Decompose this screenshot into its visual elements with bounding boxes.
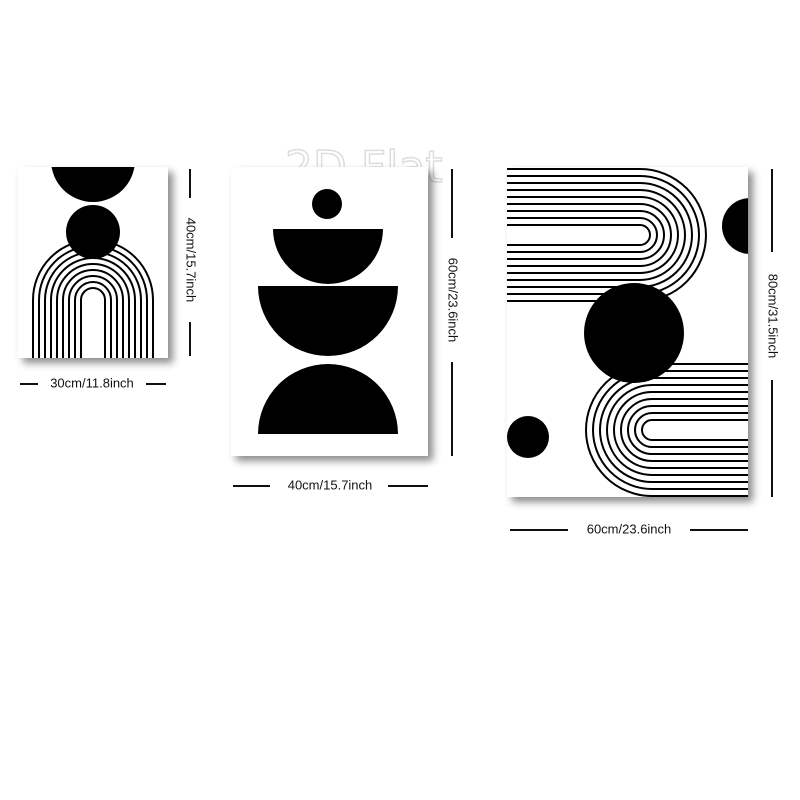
arch-line <box>606 384 748 476</box>
arch-line <box>507 196 679 274</box>
arch-line <box>80 287 106 358</box>
arch-line <box>38 245 148 358</box>
arch-line <box>507 189 686 281</box>
arch-line <box>627 405 748 455</box>
width-label: 60cm/23.6inch <box>587 521 672 536</box>
circle <box>584 283 684 383</box>
arch-line <box>74 281 112 358</box>
arch-line <box>32 239 154 358</box>
arch-line <box>50 257 136 358</box>
arch-line <box>507 224 651 246</box>
poster-art <box>507 168 748 497</box>
dimension-width: 30cm/11.8inch 40cm/15.7inch 60cm/23.6inc… <box>20 375 748 536</box>
height-label: 60cm/23.6inch <box>446 258 461 343</box>
width-label: 30cm/11.8inch <box>50 375 134 390</box>
arch-line <box>507 210 665 260</box>
circle <box>722 198 748 254</box>
arch-line <box>641 419 748 441</box>
circle <box>507 416 549 458</box>
arch-line <box>44 251 142 358</box>
height-label: 80cm/31.5inch <box>766 274 781 359</box>
arch-line <box>68 275 118 358</box>
arch-line <box>507 175 700 295</box>
arch-line <box>62 269 124 358</box>
arch-line <box>507 203 672 267</box>
height-label: 40cm/15.7inch <box>184 218 199 303</box>
arch-line <box>613 391 748 469</box>
arch-line <box>620 398 748 462</box>
poster-art <box>258 189 398 434</box>
arch-line <box>507 182 693 288</box>
arch-line <box>507 217 658 253</box>
arch-line <box>634 412 748 448</box>
poster-art <box>32 167 154 358</box>
arch-line <box>56 263 130 358</box>
width-label: 40cm/15.7inch <box>288 477 373 492</box>
dimension-height: 40cm/15.7inch 60cm/23.6inch 80cm/31.5inc… <box>184 169 781 497</box>
